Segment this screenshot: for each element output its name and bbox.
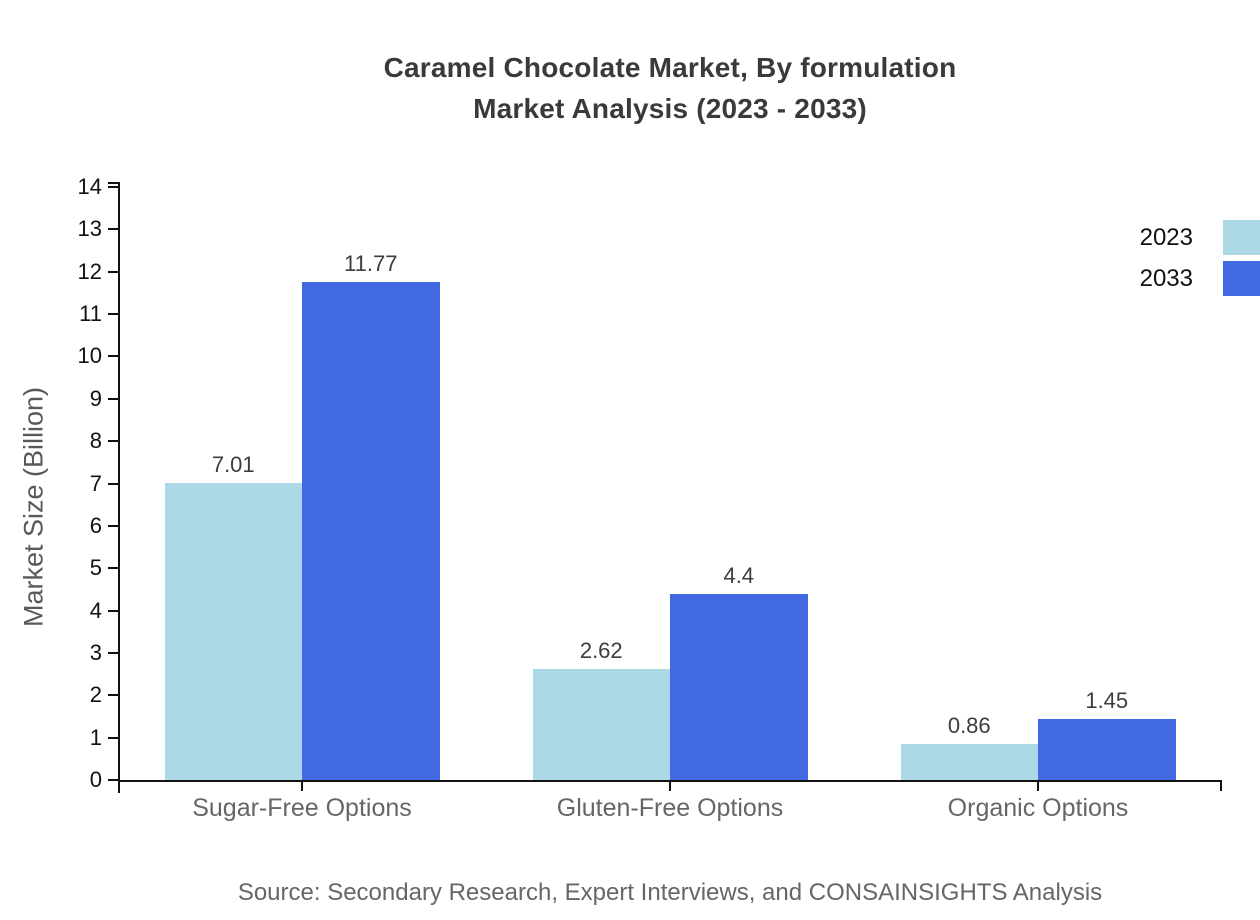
x-axis-line [118,780,1222,782]
bar-2033-organic-options [1038,718,1176,780]
y-axis-top-cap [108,182,118,184]
x-axis-end-cap [1220,780,1222,791]
chart-title: Caramel Chocolate Market, By formulation [383,52,957,83]
y-tick-label: 11 [79,301,102,327]
y-axis-title: Market Size (Billion) [18,386,49,628]
y-tick [108,779,118,781]
y-tick [108,270,118,273]
y-tick-label: 0 [89,767,102,792]
bar-2023-sugar-free-options [164,483,302,780]
x-tick [1037,782,1039,791]
bar-2033-sugar-free-options [302,281,440,780]
y-tick-label: 7 [89,470,102,496]
y-tick-label: 6 [89,512,102,538]
bar-value-label: 2.62 [579,638,623,664]
source-note: Source: Secondary Research, Expert Inter… [237,879,1103,906]
y-tick-label: 2 [89,682,102,708]
legend-swatch [1223,261,1260,296]
y-tick-label: 14 [77,174,102,200]
legend-label: 2023 [1139,223,1193,251]
y-tick [108,186,118,189]
y-tick [108,736,118,739]
bar-value-label: 1.45 [1085,687,1129,713]
y-tick-label: 10 [77,343,102,369]
legend-item: 2033 [1140,261,1260,296]
y-tick [108,524,118,527]
y-tick [108,440,118,443]
y-tick [108,228,118,231]
y-tick [108,567,118,570]
y-tick [108,397,118,400]
x-tick [301,782,303,791]
y-tick [108,694,118,697]
chart-subtitle: Market Analysis (2023 - 2033) [473,93,867,124]
y-tick-label: 8 [89,428,102,454]
y-tick-label: 3 [89,639,102,665]
bar-value-label: 7.01 [211,452,255,478]
x-category-label: Sugar-Free Options [192,794,412,822]
y-tick-label: 12 [77,258,102,284]
legend-swatch [1223,220,1260,255]
legend-item: 2023 [1140,220,1260,255]
bar-value-label: 0.86 [947,712,991,738]
y-axis-line [118,182,120,793]
y-tick-label: 9 [89,385,102,411]
y-tick [108,313,118,316]
y-tick [108,609,118,612]
bar-value-label: 11.77 [344,250,398,276]
bar-2023-organic-options [900,743,1038,780]
bar-2023-gluten-free-options [532,669,670,780]
bar-2033-gluten-free-options [670,593,808,780]
y-tick [108,355,118,358]
bar-value-label: 4.4 [723,562,755,588]
x-tick [669,782,671,791]
y-tick [108,482,118,485]
y-tick-label: 4 [89,597,102,623]
x-category-label: Organic Options [947,794,1129,822]
y-tick-label: 5 [89,555,102,581]
y-tick [108,651,118,654]
legend-label: 2033 [1139,264,1193,292]
y-tick-label: 1 [89,724,102,750]
legend: 2023 2033 [1140,220,1260,302]
y-tick-label: 13 [77,216,102,242]
x-category-label: Gluten-Free Options [556,794,784,822]
